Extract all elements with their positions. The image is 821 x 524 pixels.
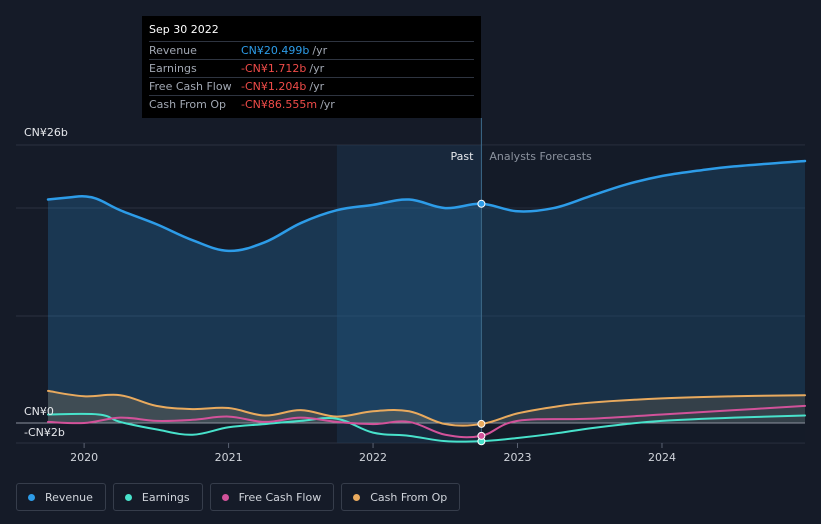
marker-revenue (477, 199, 486, 208)
tooltip-row-free-cash-flow: Free Cash Flow -CN¥1.204b /yr (149, 77, 474, 95)
tooltip-unit: /yr (309, 62, 325, 75)
tooltip: Sep 30 2022 Revenue CN¥20.499b /yr Earni… (142, 16, 481, 118)
x-tick-label: 2024 (648, 451, 676, 464)
tooltip-row-earnings: Earnings -CN¥1.712b /yr (149, 59, 474, 77)
tooltip-label: Earnings (149, 62, 197, 75)
tooltip-unit: /yr (320, 98, 335, 111)
tooltip-value: -CN¥1.204b (241, 80, 307, 93)
tooltip-markers (477, 199, 486, 446)
x-tick-label: 2020 (70, 451, 98, 464)
tooltip-label: Cash From Op (149, 98, 227, 111)
x-tick-label: 2023 (504, 451, 532, 464)
legend-dot-icon (124, 493, 132, 501)
line-cash-from-op (47, 389, 806, 427)
marker-free-cash-flow (477, 431, 486, 440)
legend-label: Earnings (141, 490, 190, 504)
tooltip-unit: /yr (309, 80, 325, 93)
tooltip-row-revenue: Revenue CN¥20.499b /yr (149, 41, 474, 59)
x-tick-label: 2022 (359, 451, 387, 464)
tooltip-value: -CN¥1.712b (241, 62, 307, 75)
legend-label: Revenue (45, 490, 93, 504)
tooltip-unit: /yr (312, 44, 328, 57)
x-tick-label: 2021 (215, 451, 243, 464)
tooltip-value: -CN¥86.555m (241, 98, 318, 111)
tooltip-label: Free Cash Flow (149, 80, 232, 93)
legend-label: Cash From Op (370, 490, 448, 504)
line-free-cash-flow (47, 404, 806, 439)
marker-cash-from-op (477, 419, 486, 428)
forecast-label: Analysts Forecasts (489, 150, 592, 163)
area-revenue (48, 161, 805, 424)
line-revenue (46, 159, 807, 253)
series-lines (46, 159, 807, 443)
y-axis-label-top: CN¥26b (24, 126, 68, 139)
legend-dot-icon (28, 493, 35, 501)
past-label: Past (450, 150, 474, 163)
grid-lines (16, 144, 805, 444)
line-earnings (47, 412, 806, 443)
y-axis-label-bottom: -CN¥2b (24, 426, 65, 439)
legend-dot-icon (353, 493, 361, 501)
legend: Revenue Earnings Free Cash Flow Cash Fro… (16, 483, 461, 511)
tooltip-label: Revenue (149, 44, 197, 57)
y-axis-label-zero: CN¥0 (24, 405, 54, 418)
legend-item-earnings[interactable]: Earnings (112, 483, 203, 511)
tooltip-value: CN¥20.499b (241, 44, 310, 57)
tooltip-date: Sep 30 2022 (149, 23, 219, 36)
past-highlight-band (336, 145, 482, 443)
legend-item-revenue[interactable]: Revenue (16, 483, 106, 511)
legend-item-cash-from-op[interactable]: Cash From Op (341, 483, 461, 511)
x-axis-ticks: 2020 2021 2022 2023 2024 (70, 443, 676, 464)
forecast-shade (481, 145, 805, 443)
legend-dot-icon (221, 493, 229, 501)
legend-label: Free Cash Flow (238, 490, 322, 504)
legend-item-free-cash-flow[interactable]: Free Cash Flow (209, 483, 335, 511)
tooltip-row-cash-from-op: Cash From Op -CN¥86.555m /yr (149, 95, 474, 113)
